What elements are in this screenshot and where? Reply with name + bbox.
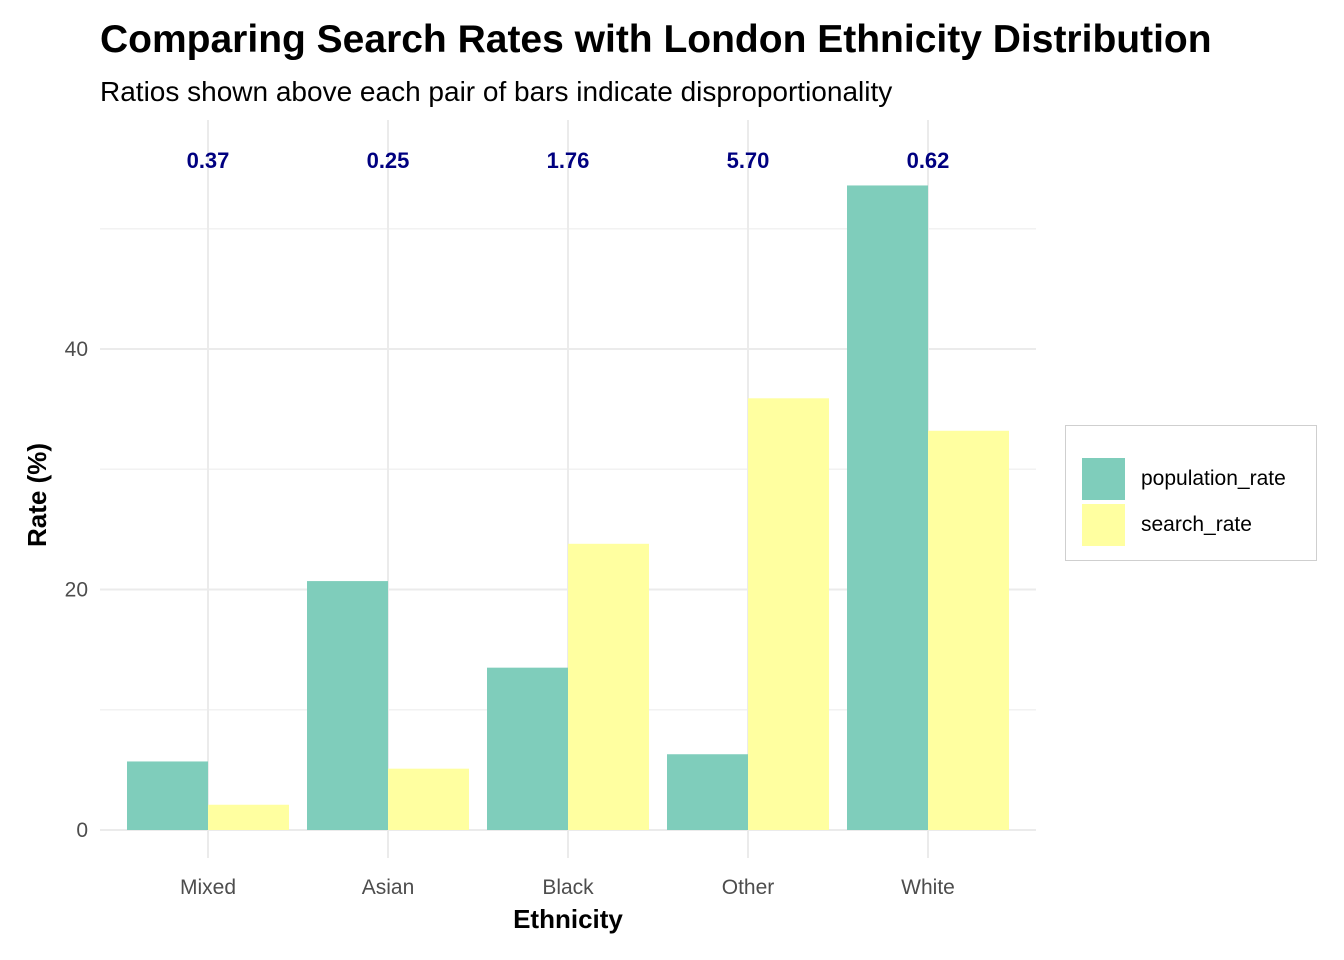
- x-tick-label-mixed: Mixed: [180, 876, 236, 899]
- x-tick-label-white: White: [901, 876, 955, 899]
- bar-search-rate-white: [928, 430, 1009, 830]
- legend-label-search-rate: search_rate: [1141, 513, 1252, 536]
- ratio-label-asian: 0.25: [367, 148, 410, 173]
- x-axis-title: Ethnicity: [513, 904, 623, 934]
- bar-population-rate-mixed: [127, 761, 208, 830]
- y-tick-label: 0: [76, 819, 88, 842]
- legend-key-population-rate: [1082, 458, 1125, 500]
- y-tick-label: 40: [65, 338, 88, 361]
- x-tick-label-black: Black: [542, 876, 594, 899]
- bars: [127, 185, 1009, 830]
- y-tick-label: 20: [65, 579, 88, 602]
- legend: population_rate search_rate: [1065, 425, 1317, 561]
- bar-search-rate-mixed: [208, 804, 289, 830]
- bar-population-rate-asian: [307, 581, 388, 830]
- chart-subtitle: Ratios shown above each pair of bars ind…: [100, 76, 893, 107]
- bar-search-rate-black: [568, 543, 649, 830]
- legend-item-population-rate: population_rate: [1082, 458, 1286, 500]
- x-tick-label-other: Other: [722, 876, 775, 899]
- ratio-label-other: 5.70: [727, 148, 770, 173]
- ratio-label-mixed: 0.37: [187, 148, 230, 173]
- x-tick-labels: Mixed Asian Black Other White: [180, 876, 955, 899]
- legend-item-search-rate: search_rate: [1082, 504, 1252, 546]
- bar-population-rate-white: [847, 185, 928, 830]
- legend-key-search-rate: [1082, 504, 1125, 546]
- y-axis-title: Rate (%): [22, 443, 52, 547]
- bar-population-rate-black: [487, 667, 568, 830]
- ratio-label-white: 0.62: [907, 148, 950, 173]
- bar-search-rate-other: [748, 398, 829, 830]
- bar-search-rate-asian: [388, 768, 469, 830]
- chart-title: Comparing Search Rates with London Ethni…: [100, 18, 1212, 61]
- ratio-labels: 0.37 0.25 1.76 5.70 0.62: [187, 148, 950, 173]
- legend-label-population-rate: population_rate: [1141, 467, 1286, 490]
- y-tick-labels: 0 20 40: [65, 338, 88, 842]
- x-tick-label-asian: Asian: [362, 876, 415, 899]
- ratio-label-black: 1.76: [547, 148, 590, 173]
- bar-population-rate-other: [667, 754, 748, 830]
